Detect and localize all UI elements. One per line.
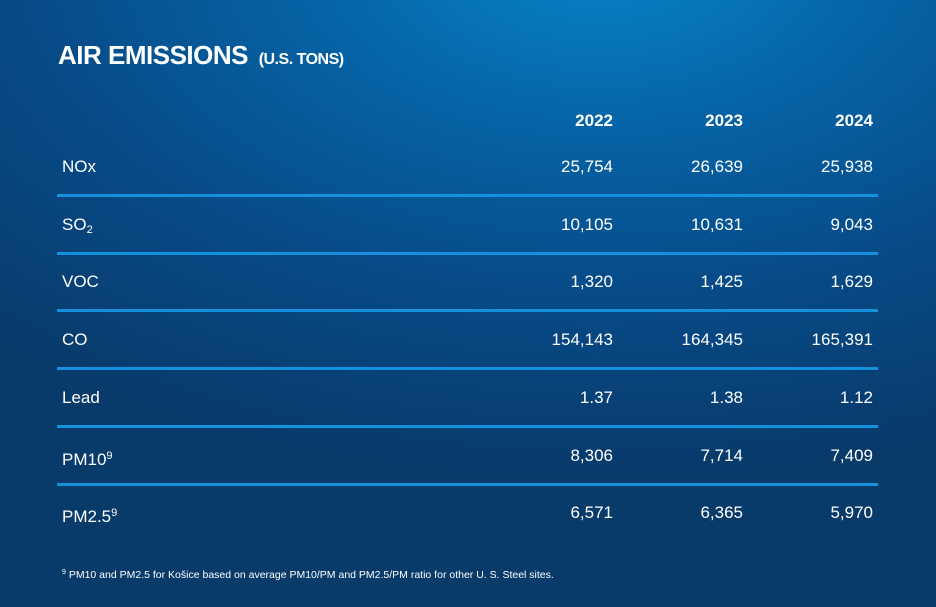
cell-2023: 26,639: [691, 157, 743, 176]
column-header-2023: 2023: [705, 111, 743, 130]
cell-2024: 9,043: [830, 214, 873, 234]
cell-2023: 6,365: [700, 503, 743, 523]
cell-2022: 10,105: [561, 214, 613, 234]
cell-2022: 1,320: [570, 272, 613, 292]
cell-2024: 1.12: [839, 387, 873, 407]
label-text: NOx: [62, 157, 96, 176]
row-divider: [57, 482, 878, 486]
cell-2022: 1.37: [579, 387, 613, 407]
cell-2024: 25,938: [821, 157, 873, 176]
page-title: AIR EMISSIONS (U.S. TONS): [58, 40, 344, 71]
column-header-2022: 2022: [575, 111, 613, 130]
row-divider: [57, 424, 878, 428]
table-row: Lead 1.37 1.38 1.12: [57, 388, 878, 445]
label-text: PM2.5: [62, 507, 112, 527]
cell-2023: 7,714: [700, 445, 743, 465]
label-text: VOC: [62, 272, 99, 292]
row-label: CO: [62, 330, 88, 350]
footnote-mark: 9: [62, 569, 66, 576]
row-label: PM2.59: [62, 503, 117, 527]
row-label: VOC: [62, 272, 99, 292]
row-divider: [57, 309, 878, 313]
cell-2023: 1.38: [709, 387, 743, 407]
table-row: VOC 1,320 1,425 1,629: [57, 272, 878, 329]
label-text: SO: [62, 214, 87, 234]
row-label: NOx: [62, 157, 96, 177]
label-subscript: 2: [86, 223, 93, 236]
cell-2023: 10,631: [691, 214, 743, 234]
cell-2024: 1,629: [830, 272, 873, 292]
row-label: SO2: [62, 215, 93, 240]
table-row: PM109 8,306 7,714 7,409: [57, 446, 878, 503]
cell-2022: 154,143: [551, 330, 613, 350]
table-row: SO2 10,105 10,631 9,043: [57, 215, 878, 272]
cell-2022: 6,571: [570, 503, 613, 523]
label-text: PM10: [62, 449, 107, 469]
column-header-2024: 2024: [835, 111, 873, 130]
cell-2024: 7,409: [830, 445, 873, 465]
row-label: PM109: [62, 446, 113, 470]
table-row: NOx 25,754 26,639 25,938: [57, 157, 878, 214]
table-row: CO 154,143 164,345 165,391: [57, 330, 878, 387]
footnote: 9 PM10 and PM2.5 for Košice based on ave…: [62, 569, 554, 581]
table-row: PM2.59 6,571 6,365 5,970: [57, 503, 878, 560]
label-footnote-mark: 9: [106, 449, 113, 462]
row-divider: [57, 367, 878, 371]
row-label: Lead: [62, 388, 100, 408]
cell-2023: 1,425: [700, 272, 743, 292]
row-divider: [57, 194, 878, 197]
label-text: CO: [62, 330, 88, 350]
cell-2024: 5,970: [830, 503, 873, 523]
title-unit: (U.S. TONS): [258, 51, 344, 68]
label-text: Lead: [62, 387, 100, 407]
row-divider: [57, 251, 878, 255]
cell-2022: 8,306: [570, 445, 613, 465]
cell-2024: 165,391: [811, 330, 873, 350]
footnote-text: PM10 and PM2.5 for Košice based on avera…: [68, 569, 554, 581]
cell-2023: 164,345: [681, 330, 743, 350]
title-text: AIR EMISSIONS: [58, 40, 248, 70]
label-footnote-mark: 9: [111, 507, 118, 520]
cell-2022: 25,754: [561, 157, 613, 176]
